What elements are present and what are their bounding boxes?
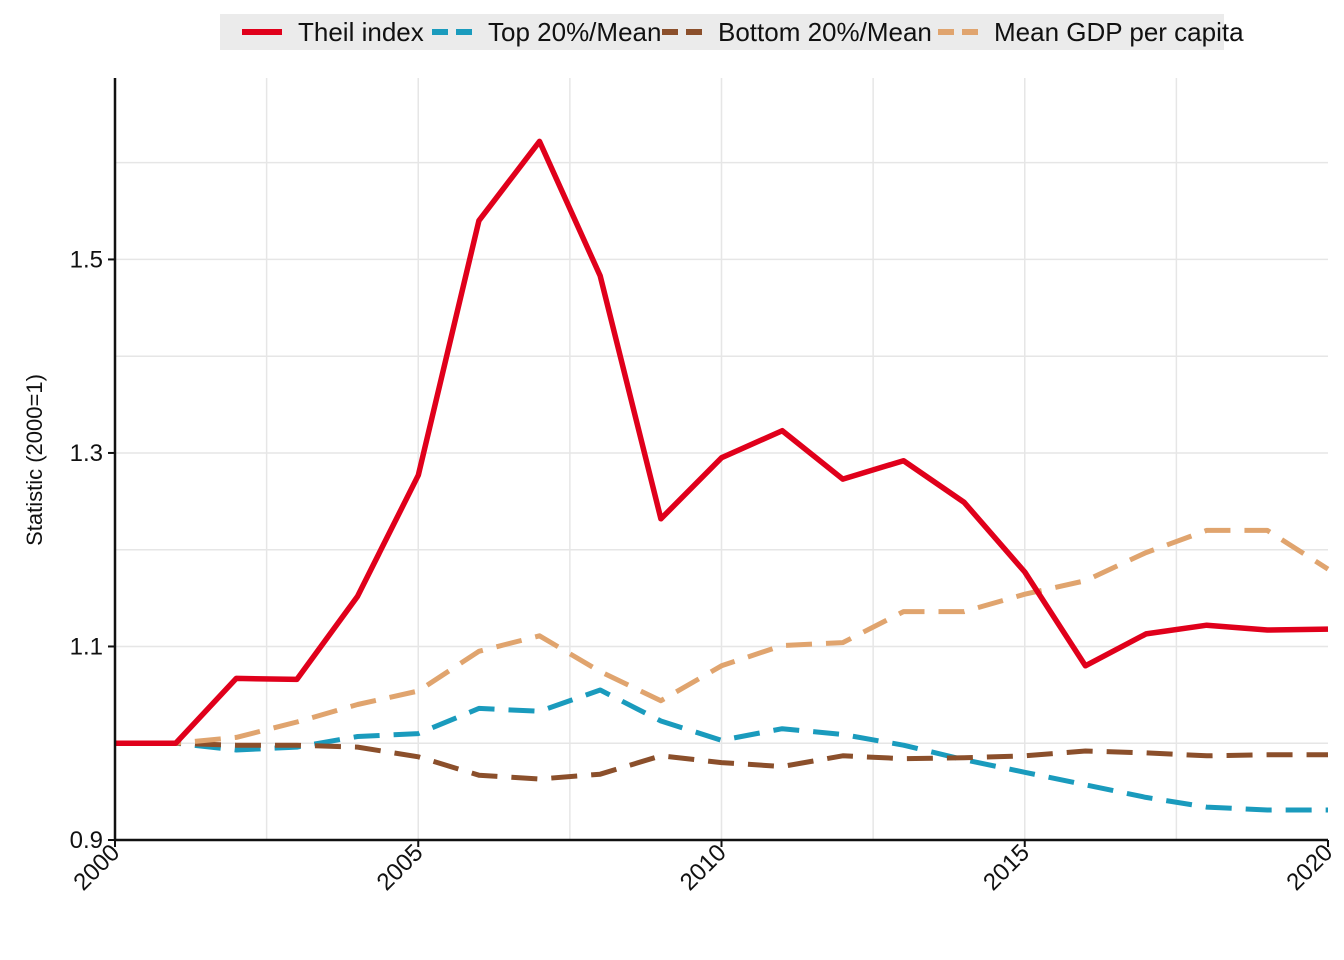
y-tick-label: 1.3: [70, 440, 103, 467]
series-line-2: [115, 740, 1328, 782]
legend: Theil index Top 20%/Mean Bottom 20%/Mean Me…: [242, 17, 1244, 47]
y-tick-label: 1.5: [70, 246, 103, 273]
legend-label-0: Theil index: [298, 17, 424, 47]
legend-background: [220, 14, 1224, 50]
series-line-0: [115, 138, 1329, 746]
x-tick-label: 2015: [978, 839, 1035, 896]
y-tick-label: 1.1: [70, 633, 103, 660]
series-line-3: [115, 527, 1330, 746]
legend-label-2: Bottom 20%/Mean: [718, 17, 932, 47]
series-lines: [115, 138, 1330, 813]
grid-lines: [115, 78, 1328, 840]
x-tick-label: 2020: [1281, 839, 1338, 896]
legend-label-3: Mean GDP per capita: [994, 17, 1244, 47]
y-axis-title: Statistic (2000=1): [22, 374, 47, 546]
legend-label-1: Top 20%/Mean: [488, 17, 661, 47]
x-tick-label: 2010: [675, 839, 732, 896]
y-tick-label: 0.9: [70, 827, 103, 854]
x-tick-label: 2005: [372, 839, 429, 896]
